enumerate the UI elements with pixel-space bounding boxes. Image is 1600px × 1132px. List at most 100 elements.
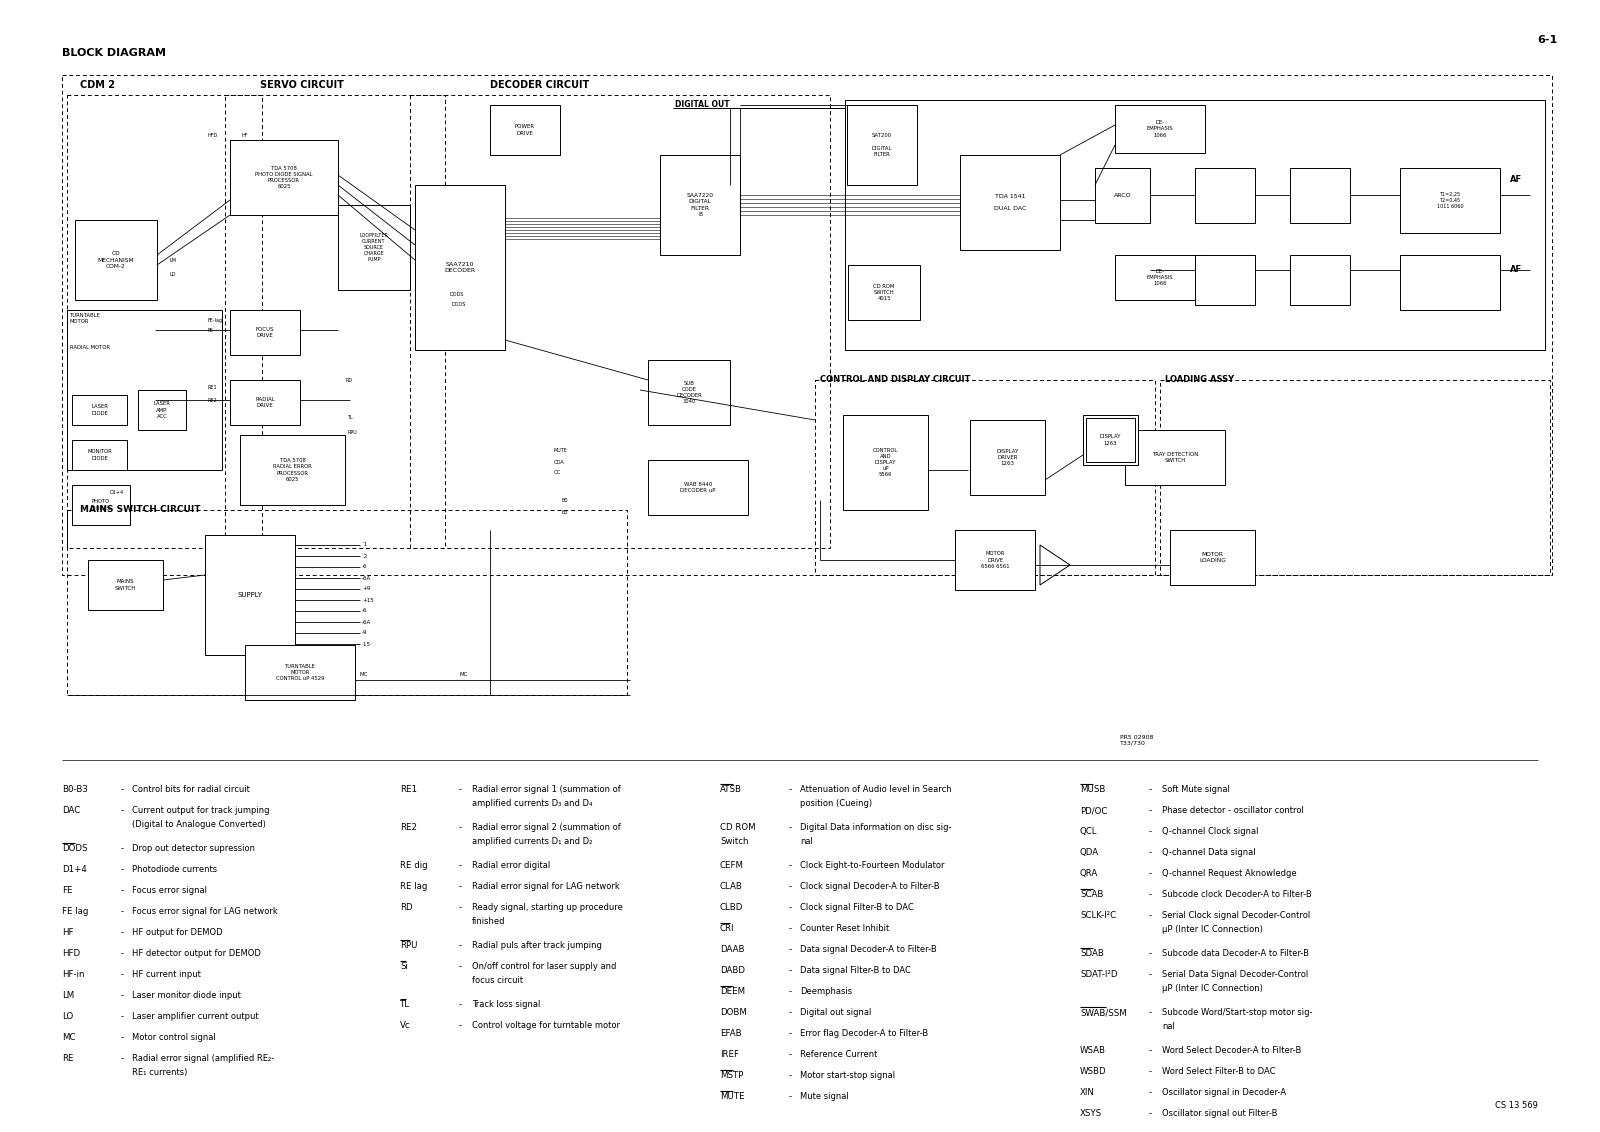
Text: RD: RD bbox=[346, 378, 352, 383]
Text: B0: B0 bbox=[562, 498, 568, 503]
Text: B0-B3: B0-B3 bbox=[62, 784, 88, 794]
Text: -: - bbox=[120, 1054, 123, 1063]
Text: -: - bbox=[120, 844, 123, 854]
Text: HFD: HFD bbox=[206, 132, 218, 138]
Text: -: - bbox=[1149, 784, 1152, 794]
Text: -: - bbox=[789, 987, 792, 996]
Text: μP (Inter IC Connection): μP (Inter IC Connection) bbox=[1162, 984, 1262, 993]
Text: -: - bbox=[789, 924, 792, 933]
Text: Oscillator signal out Filter-B: Oscillator signal out Filter-B bbox=[1162, 1109, 1277, 1118]
Text: MONITOR
DIODE: MONITOR DIODE bbox=[86, 449, 112, 461]
Text: XSYS: XSYS bbox=[1080, 1109, 1102, 1118]
Bar bbox=[67, 95, 262, 548]
Text: RPU: RPU bbox=[400, 941, 418, 950]
Text: WAB 8440
DECODER uP: WAB 8440 DECODER uP bbox=[680, 482, 715, 494]
Bar bbox=[230, 310, 301, 355]
Text: D1+4: D1+4 bbox=[110, 490, 125, 495]
Text: +15: +15 bbox=[362, 598, 374, 602]
Text: Counter Reset Inhibit: Counter Reset Inhibit bbox=[800, 924, 890, 933]
Text: Soft Mute signal: Soft Mute signal bbox=[1162, 784, 1230, 794]
Text: Serial Clock signal Decoder-Control: Serial Clock signal Decoder-Control bbox=[1162, 911, 1310, 920]
Text: Current output for track jumping: Current output for track jumping bbox=[131, 806, 269, 815]
Text: FE lag: FE lag bbox=[62, 907, 88, 916]
Text: RE₁ currents): RE₁ currents) bbox=[131, 1067, 187, 1077]
Text: -: - bbox=[459, 941, 461, 950]
Text: QCL: QCL bbox=[1080, 827, 1098, 837]
Text: TL: TL bbox=[347, 415, 352, 420]
Text: DISPLAY
DRIVER
1263: DISPLAY DRIVER 1263 bbox=[997, 448, 1019, 466]
Text: Radial error signal 1 (summation of: Radial error signal 1 (summation of bbox=[472, 784, 621, 794]
Text: SCLK-I²C: SCLK-I²C bbox=[1080, 911, 1117, 920]
Text: -: - bbox=[789, 1007, 792, 1017]
Text: MAINS SWITCH CIRCUIT: MAINS SWITCH CIRCUIT bbox=[80, 505, 200, 514]
Text: Focus error signal: Focus error signal bbox=[131, 886, 206, 895]
Text: -: - bbox=[120, 886, 123, 895]
Text: -: - bbox=[789, 1092, 792, 1101]
Text: -: - bbox=[1149, 1046, 1152, 1055]
Text: -: - bbox=[789, 903, 792, 912]
Text: -6: -6 bbox=[362, 609, 368, 614]
Text: TRAY DETECTION
SWITCH: TRAY DETECTION SWITCH bbox=[1152, 452, 1198, 463]
Text: TL: TL bbox=[400, 1000, 410, 1009]
Text: -15: -15 bbox=[362, 642, 371, 646]
Text: -6: -6 bbox=[362, 565, 368, 569]
Text: CRI: CRI bbox=[720, 924, 734, 933]
Bar bbox=[72, 395, 126, 424]
Text: -: - bbox=[789, 784, 792, 794]
Text: RE2: RE2 bbox=[206, 398, 216, 403]
Text: Word Select Filter-B to DAC: Word Select Filter-B to DAC bbox=[1162, 1067, 1275, 1077]
Text: SERVO CIRCUIT: SERVO CIRCUIT bbox=[259, 80, 344, 91]
Text: amplified currents D₁ and D₂: amplified currents D₁ and D₂ bbox=[472, 837, 592, 846]
Text: MC: MC bbox=[62, 1034, 75, 1041]
Bar bbox=[1094, 168, 1150, 223]
Text: -: - bbox=[459, 1021, 461, 1030]
Text: PR5 02908
T33/730: PR5 02908 T33/730 bbox=[1120, 735, 1154, 746]
Text: -: - bbox=[120, 928, 123, 937]
Bar bbox=[1170, 530, 1254, 585]
Text: RADIAL
DRIVE: RADIAL DRIVE bbox=[254, 397, 275, 409]
Text: SDAT-I²D: SDAT-I²D bbox=[1080, 970, 1117, 979]
Text: nal: nal bbox=[800, 837, 813, 846]
Text: Subcode clock Decoder-A to Filter-B: Subcode clock Decoder-A to Filter-B bbox=[1162, 890, 1312, 899]
Text: -: - bbox=[1149, 827, 1152, 837]
Bar bbox=[88, 560, 163, 610]
Text: HFD: HFD bbox=[62, 949, 80, 958]
Text: LASER
AMP
ACC: LASER AMP ACC bbox=[154, 402, 171, 419]
Text: Digital Data information on disc sig-: Digital Data information on disc sig- bbox=[800, 823, 952, 832]
Text: CEFM: CEFM bbox=[720, 861, 744, 871]
Text: DOBM: DOBM bbox=[720, 1007, 747, 1017]
Text: RADIAL MOTOR: RADIAL MOTOR bbox=[70, 345, 110, 350]
Text: -: - bbox=[1149, 1067, 1152, 1077]
Text: -: - bbox=[789, 1029, 792, 1038]
Text: RE1: RE1 bbox=[400, 784, 418, 794]
Text: -: - bbox=[1149, 869, 1152, 878]
Text: T1=2,25
T2=0,45
1011 6060: T1=2,25 T2=0,45 1011 6060 bbox=[1437, 191, 1464, 209]
Bar bbox=[648, 360, 730, 424]
Text: Data signal Filter-B to DAC: Data signal Filter-B to DAC bbox=[800, 966, 910, 975]
Text: HF current input: HF current input bbox=[131, 970, 202, 979]
Text: -: - bbox=[120, 970, 123, 979]
Text: RE lag: RE lag bbox=[400, 882, 427, 891]
Text: HF-in: HF-in bbox=[62, 970, 85, 979]
Text: LM: LM bbox=[170, 258, 178, 263]
Text: DECODER CIRCUIT: DECODER CIRCUIT bbox=[490, 80, 589, 91]
Bar bbox=[67, 310, 222, 470]
Bar bbox=[245, 645, 355, 700]
Text: -: - bbox=[120, 949, 123, 958]
Text: DODS: DODS bbox=[62, 844, 88, 854]
Bar bbox=[72, 440, 126, 470]
Text: RD: RD bbox=[400, 903, 413, 912]
Text: LASER
DIODE: LASER DIODE bbox=[91, 404, 107, 415]
Text: finished: finished bbox=[472, 917, 506, 926]
Text: RE2: RE2 bbox=[400, 823, 418, 832]
Text: -: - bbox=[459, 1000, 461, 1009]
Bar bbox=[240, 435, 346, 505]
Text: DEEM: DEEM bbox=[720, 987, 746, 996]
Bar bbox=[1086, 418, 1134, 462]
Text: Mute signal: Mute signal bbox=[800, 1092, 848, 1101]
Bar bbox=[1125, 430, 1226, 484]
Text: Q-channel Request Aknowledge: Q-channel Request Aknowledge bbox=[1162, 869, 1296, 878]
Text: -: - bbox=[120, 1012, 123, 1021]
Bar bbox=[1160, 380, 1550, 575]
Text: ATSB: ATSB bbox=[720, 784, 742, 794]
